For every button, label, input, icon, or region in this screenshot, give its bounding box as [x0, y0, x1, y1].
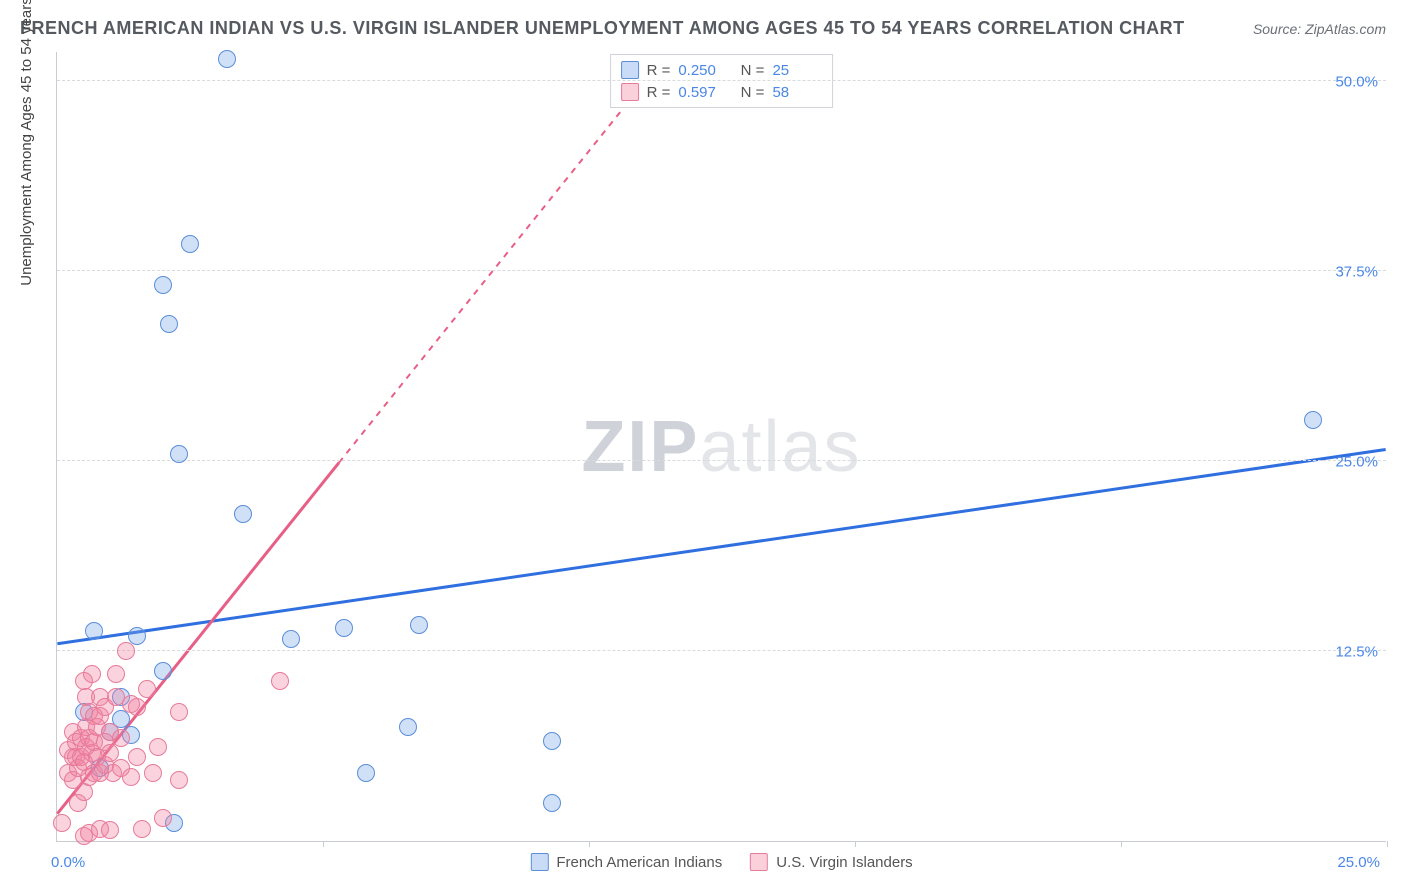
data-point — [128, 698, 146, 716]
data-point — [133, 820, 151, 838]
data-point — [410, 616, 428, 634]
data-point — [234, 505, 252, 523]
gridline — [57, 270, 1386, 271]
data-point — [170, 771, 188, 789]
data-point — [543, 794, 561, 812]
r-value-pink: 0.597 — [678, 84, 724, 101]
data-point — [53, 814, 71, 832]
legend-swatch-blue — [530, 853, 548, 871]
legend-label-blue: French American Indians — [556, 854, 722, 871]
trendlines-layer — [57, 52, 1386, 841]
data-point — [271, 672, 289, 690]
r-label: R = — [647, 62, 671, 79]
x-tick — [1121, 841, 1122, 847]
legend-swatch-blue — [621, 61, 639, 79]
data-point — [282, 630, 300, 648]
data-point — [335, 619, 353, 637]
n-label: N = — [732, 62, 764, 79]
data-point — [218, 50, 236, 68]
data-point — [107, 665, 125, 683]
legend-swatch-pink — [621, 83, 639, 101]
data-point — [128, 748, 146, 766]
gridline — [57, 80, 1386, 81]
x-tick — [589, 841, 590, 847]
data-point — [149, 738, 167, 756]
data-point — [154, 662, 172, 680]
data-point — [170, 703, 188, 721]
data-point — [154, 809, 172, 827]
data-point — [154, 276, 172, 294]
legend-swatch-pink — [750, 853, 768, 871]
x-tick — [1387, 841, 1388, 847]
trendline — [57, 450, 1385, 644]
data-point — [83, 665, 101, 683]
n-value-blue: 25 — [772, 62, 818, 79]
n-value-pink: 58 — [772, 84, 818, 101]
data-point — [122, 768, 140, 786]
data-point — [1304, 411, 1322, 429]
data-point — [117, 642, 135, 660]
trendline-extrapolated — [339, 52, 668, 463]
x-tick — [855, 841, 856, 847]
data-point — [101, 821, 119, 839]
n-label: N = — [732, 84, 764, 101]
scatter-plot: ZIPatlas R = 0.250 N = 25 R = 0.597 N = … — [56, 52, 1386, 842]
series-legend: French American Indians U.S. Virgin Isla… — [530, 853, 912, 871]
source-label: Source: ZipAtlas.com — [1253, 21, 1386, 37]
data-point — [181, 235, 199, 253]
x-axis-max-label: 25.0% — [1337, 854, 1380, 871]
r-label: R = — [647, 84, 671, 101]
data-point — [399, 718, 417, 736]
x-tick — [323, 841, 324, 847]
x-axis-min-label: 0.0% — [51, 854, 85, 871]
data-point — [543, 732, 561, 750]
y-axis-title: Unemployment Among Ages 45 to 54 years — [18, 0, 35, 286]
data-point — [170, 445, 188, 463]
data-point — [138, 680, 156, 698]
y-tick-label: 25.0% — [1335, 454, 1378, 471]
y-tick-label: 12.5% — [1335, 644, 1378, 661]
data-point — [144, 764, 162, 782]
data-point — [112, 729, 130, 747]
y-tick-label: 50.0% — [1335, 74, 1378, 91]
y-tick-label: 37.5% — [1335, 264, 1378, 281]
data-point — [357, 764, 375, 782]
data-point — [128, 627, 146, 645]
gridline — [57, 650, 1386, 651]
chart-title: FRENCH AMERICAN INDIAN VS U.S. VIRGIN IS… — [20, 18, 1185, 39]
r-value-blue: 0.250 — [678, 62, 724, 79]
data-point — [160, 315, 178, 333]
legend-label-pink: U.S. Virgin Islanders — [776, 854, 912, 871]
gridline — [57, 460, 1386, 461]
data-point — [85, 622, 103, 640]
